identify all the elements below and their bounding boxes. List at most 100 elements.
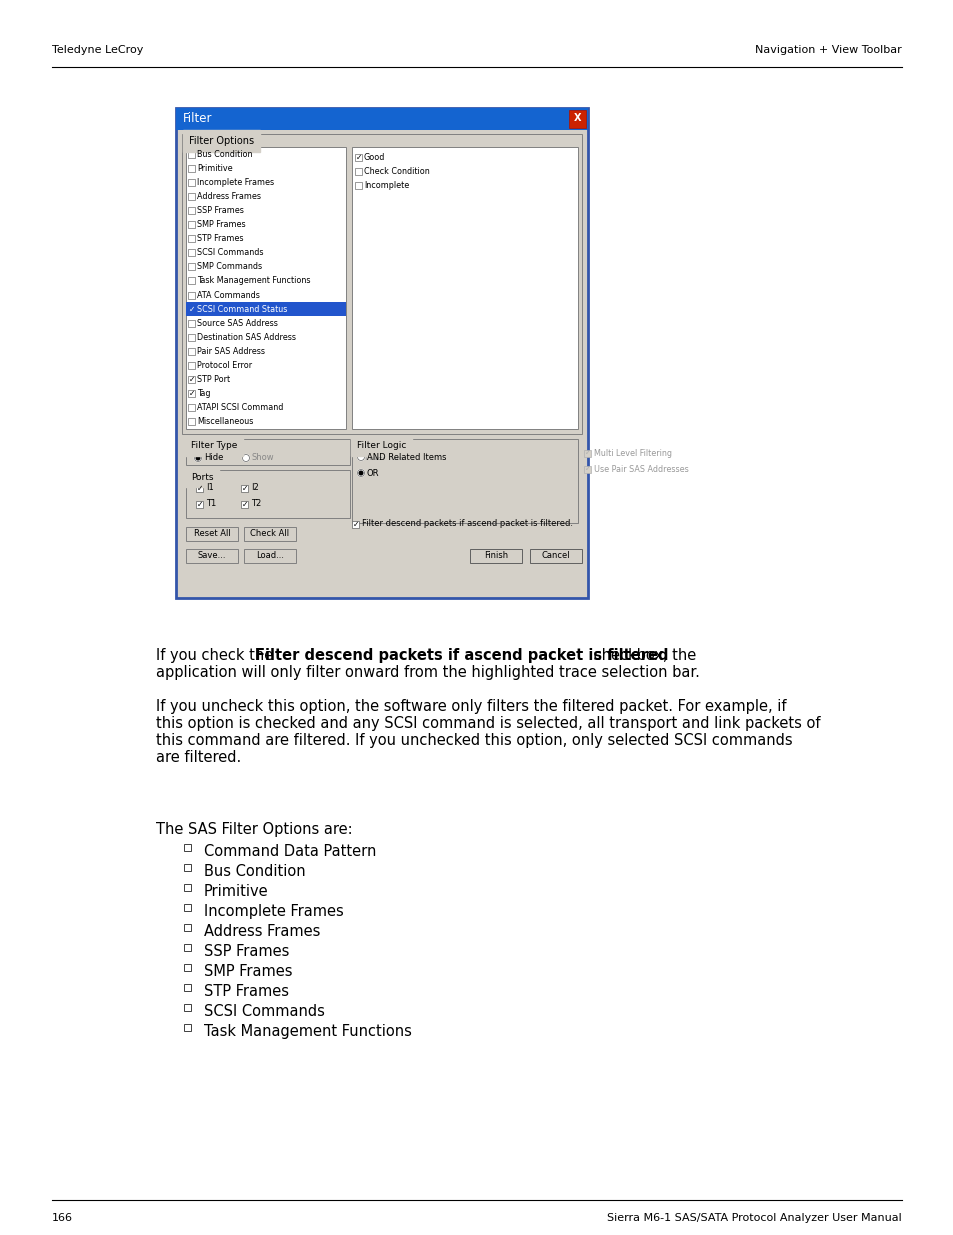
Bar xyxy=(188,249,194,256)
Text: SSP Frames: SSP Frames xyxy=(196,206,244,215)
Text: Navigation + View Toolbar: Navigation + View Toolbar xyxy=(755,44,901,56)
Bar xyxy=(188,179,194,185)
Text: OR: OR xyxy=(367,468,379,478)
Text: ✓: ✓ xyxy=(584,466,590,472)
Text: Filter Idle: Filter Idle xyxy=(365,453,404,462)
Text: Address Frames: Address Frames xyxy=(204,924,320,939)
Text: ✓: ✓ xyxy=(189,305,194,314)
Text: SCSI Commands: SCSI Commands xyxy=(196,248,263,257)
Text: checkbox, the: checkbox, the xyxy=(589,648,696,663)
Text: Multi Level Filtering: Multi Level Filtering xyxy=(594,448,671,457)
Text: Load...: Load... xyxy=(255,552,284,561)
Text: Task Management Functions: Task Management Functions xyxy=(196,277,310,285)
Text: Use Pair SAS Addresses: Use Pair SAS Addresses xyxy=(594,464,688,473)
Bar xyxy=(195,501,203,508)
Bar xyxy=(184,864,191,871)
Bar xyxy=(184,924,191,931)
Bar xyxy=(188,151,194,158)
Text: If you uncheck this option, the software only filters the filtered packet. For e: If you uncheck this option, the software… xyxy=(156,699,785,714)
Text: ✓: ✓ xyxy=(355,152,361,162)
Text: this command are filtered. If you unchecked this option, only selected SCSI comm: this command are filtered. If you unchec… xyxy=(156,734,792,748)
FancyBboxPatch shape xyxy=(186,527,237,541)
Bar xyxy=(188,404,194,411)
Bar xyxy=(188,235,194,242)
Text: T1: T1 xyxy=(206,499,216,509)
Text: Filter: Filter xyxy=(183,112,213,126)
Bar xyxy=(195,485,203,492)
Bar xyxy=(182,135,581,433)
Bar xyxy=(184,844,191,851)
Text: Filter descend packets if ascend packet is filtered: Filter descend packets if ascend packet … xyxy=(255,648,668,663)
Text: ✓: ✓ xyxy=(584,450,590,456)
Text: Filter Options: Filter Options xyxy=(189,136,253,146)
Text: are filtered.: are filtered. xyxy=(156,750,241,764)
Circle shape xyxy=(196,456,199,459)
Text: ✓: ✓ xyxy=(189,389,194,398)
Bar xyxy=(583,466,590,473)
Bar xyxy=(184,884,191,890)
Text: 166: 166 xyxy=(52,1213,73,1223)
Text: SCSI Command Status: SCSI Command Status xyxy=(196,305,287,314)
Text: Reset All: Reset All xyxy=(193,530,230,538)
Bar xyxy=(186,471,350,517)
Text: Destination SAS Address: Destination SAS Address xyxy=(196,333,295,342)
Bar xyxy=(241,501,248,508)
Text: I2: I2 xyxy=(251,483,258,493)
Text: Filter Type: Filter Type xyxy=(191,441,237,451)
Bar xyxy=(352,438,578,522)
Text: STP Frames: STP Frames xyxy=(204,984,289,999)
Bar xyxy=(186,438,350,466)
Bar xyxy=(184,944,191,951)
Text: ✓: ✓ xyxy=(242,483,248,493)
Text: STP Frames: STP Frames xyxy=(196,235,243,243)
Bar xyxy=(184,904,191,911)
Text: Task Management Functions: Task Management Functions xyxy=(204,1024,412,1039)
Text: SMP Frames: SMP Frames xyxy=(204,965,293,979)
Bar xyxy=(188,419,194,425)
Circle shape xyxy=(357,453,364,461)
Text: Address Frames: Address Frames xyxy=(196,191,261,201)
Bar xyxy=(241,485,248,492)
FancyBboxPatch shape xyxy=(186,550,237,563)
Bar xyxy=(583,450,590,457)
Text: Show: Show xyxy=(252,453,274,462)
Text: ✓: ✓ xyxy=(353,520,359,529)
Bar xyxy=(188,333,194,341)
Text: this option is checked and any SCSI command is selected, all transport and link : this option is checked and any SCSI comm… xyxy=(156,716,820,731)
Bar xyxy=(188,164,194,172)
Bar xyxy=(352,147,578,429)
Text: Hide: Hide xyxy=(204,453,223,462)
Text: Save...: Save... xyxy=(197,552,226,561)
Bar xyxy=(188,278,194,284)
Text: Command Data Pattern: Command Data Pattern xyxy=(204,844,376,860)
Text: Primitive: Primitive xyxy=(196,164,233,173)
Text: X: X xyxy=(573,112,580,124)
Text: Protocol Error: Protocol Error xyxy=(196,361,252,370)
Text: Good: Good xyxy=(364,152,385,162)
Text: application will only filter onward from the highlighted trace selection bar.: application will only filter onward from… xyxy=(156,664,700,680)
Circle shape xyxy=(194,454,201,462)
FancyBboxPatch shape xyxy=(470,550,521,563)
Circle shape xyxy=(242,454,250,462)
Text: Cancel: Cancel xyxy=(541,552,570,561)
Bar xyxy=(188,263,194,270)
Circle shape xyxy=(357,469,364,477)
Bar xyxy=(184,1024,191,1031)
Text: Check All: Check All xyxy=(251,530,290,538)
Text: SCSI Commands: SCSI Commands xyxy=(204,1004,325,1019)
Text: Incomplete Frames: Incomplete Frames xyxy=(204,904,343,919)
Text: Ports: Ports xyxy=(191,473,213,482)
Text: ✓: ✓ xyxy=(196,483,203,493)
Text: Bus Condition: Bus Condition xyxy=(196,149,253,158)
Text: I1: I1 xyxy=(206,483,213,493)
Bar xyxy=(355,454,363,462)
Text: AND Related Items: AND Related Items xyxy=(367,452,446,462)
Text: SMP Frames: SMP Frames xyxy=(196,220,245,228)
FancyBboxPatch shape xyxy=(530,550,581,563)
Text: ATA Commands: ATA Commands xyxy=(196,290,259,300)
Text: SMP Commands: SMP Commands xyxy=(196,262,262,272)
Text: Filter descend packets if ascend packet is filtered.: Filter descend packets if ascend packet … xyxy=(361,520,573,529)
Text: ✓: ✓ xyxy=(189,375,194,384)
Bar xyxy=(184,984,191,990)
Bar xyxy=(355,168,361,174)
